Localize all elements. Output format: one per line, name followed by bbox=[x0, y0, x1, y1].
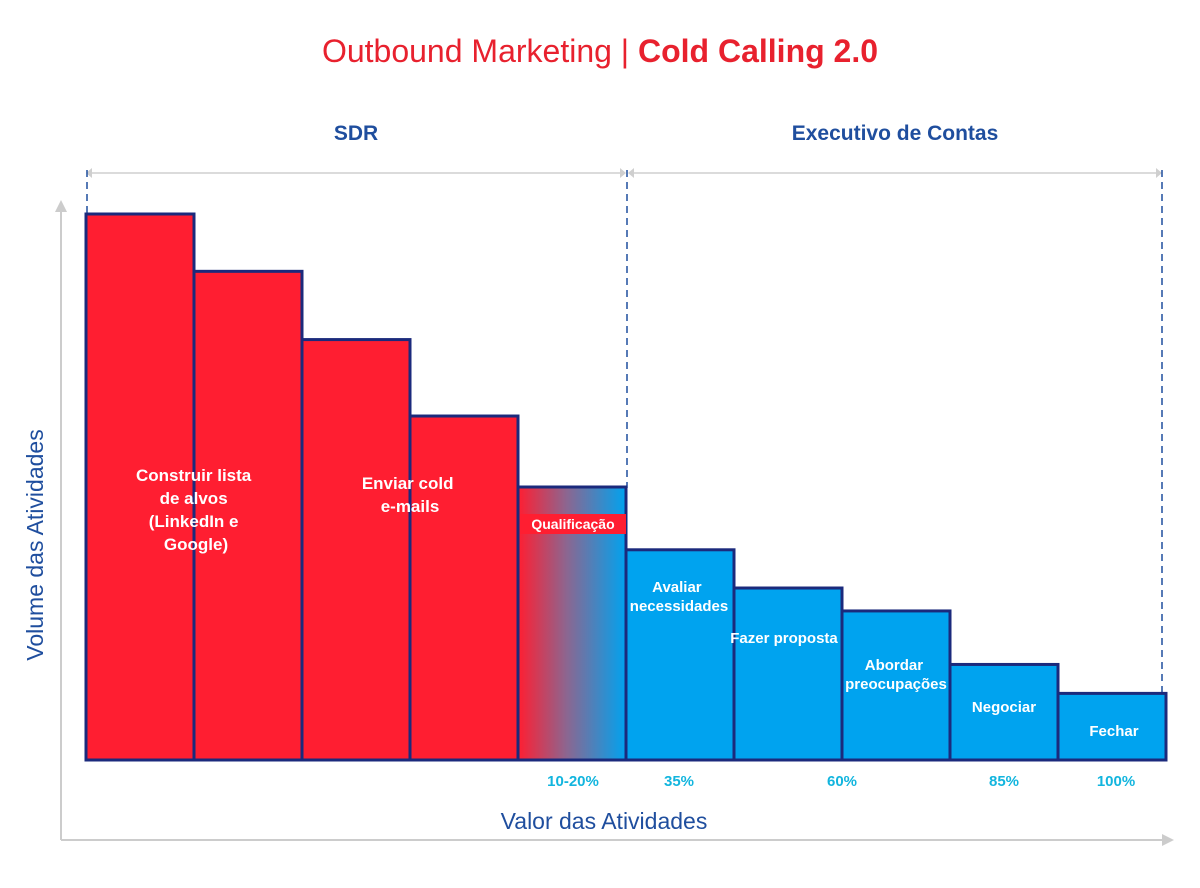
bar-label-negociar: Negociar bbox=[972, 699, 1036, 716]
bar-7 bbox=[732, 586, 844, 762]
bar-label-construir: Construir lista de alvos (LinkedIn e Goo… bbox=[136, 466, 256, 554]
x-axis bbox=[61, 834, 1174, 846]
bar-10 bbox=[1056, 691, 1168, 762]
chart-title: Outbound Marketing | Cold Calling 2.0 bbox=[322, 33, 878, 69]
bar-2 bbox=[192, 269, 304, 762]
section-label-sdr: SDR bbox=[334, 122, 378, 145]
bar-label-enviar: Enviar cold e-mails bbox=[362, 474, 458, 516]
chart-title-bold: Cold Calling 2.0 bbox=[638, 33, 878, 69]
value-label-10: 100% bbox=[1097, 773, 1135, 790]
bar-4 bbox=[408, 414, 520, 762]
value-label-9: 85% bbox=[989, 773, 1019, 790]
bar-1 bbox=[84, 212, 196, 762]
bar-label-abordar: Abordar preocupações bbox=[845, 657, 947, 693]
x-axis-label: Valor das Atividades bbox=[501, 808, 708, 834]
bars-group bbox=[84, 212, 1168, 762]
section-label-executivo: Executivo de Contas bbox=[792, 122, 999, 145]
bar-label-fazer: Fazer proposta bbox=[730, 630, 838, 647]
bar-9 bbox=[948, 662, 1060, 762]
bar-8 bbox=[840, 609, 952, 762]
value-label-6: 35% bbox=[664, 773, 694, 790]
bar-3 bbox=[300, 338, 412, 762]
y-axis bbox=[55, 200, 67, 840]
value-label-5: 10-20% bbox=[547, 773, 599, 790]
bar-label-qualificacao: Qualificação bbox=[531, 516, 614, 532]
value-labels-group: 10-20% 35% 60% 85% 100% bbox=[547, 773, 1135, 790]
section-bracket-sdr bbox=[86, 168, 626, 178]
section-bracket-executivo bbox=[628, 168, 1162, 178]
bar-label-fechar: Fechar bbox=[1089, 723, 1138, 740]
bar-label-avaliar: Avaliar necessidades bbox=[630, 579, 728, 615]
y-axis-label: Volume das Atividades bbox=[22, 429, 48, 660]
chart-title-light: Outbound Marketing | bbox=[322, 33, 638, 69]
value-label-8: 60% bbox=[827, 773, 857, 790]
qualificacao-tag bbox=[520, 514, 626, 534]
